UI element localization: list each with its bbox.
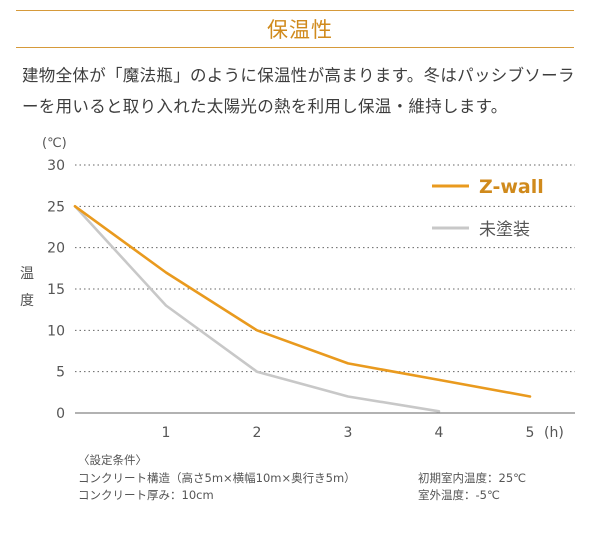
- y-axis-label: 温: [20, 266, 34, 282]
- condition-structure: コンクリート構造（高さ5m×横幅10m×奥行き5m）: [78, 470, 356, 485]
- y-tick-label: 15: [47, 282, 65, 298]
- conditions-block: 〈設定条件〉 コンクリート構造（高さ5m×横幅10m×奥行き5m） 初期室内温度…: [78, 452, 578, 505]
- x-tick-label: 3: [344, 425, 353, 441]
- y-tick-label: 5: [56, 365, 65, 381]
- series-line-0: [73, 205, 532, 398]
- title-bottom-rule: [16, 47, 574, 48]
- series-line-1: [73, 205, 441, 413]
- x-tick-label: 1: [162, 425, 171, 441]
- title-top-rule: [16, 10, 574, 11]
- condition-initial-temp: 初期室内温度：25℃: [418, 470, 527, 485]
- legend-label-0: Z-wall: [479, 176, 544, 198]
- description-text: 建物全体が「魔法瓶」のように保温性が高まります。冬はパッシブソーラーを用いると取…: [22, 66, 575, 116]
- y-tick-label: 10: [47, 323, 65, 339]
- y-tick-label: 25: [47, 199, 65, 215]
- x-tick-label: 2: [253, 425, 262, 441]
- y-axis-label: 度: [20, 293, 34, 309]
- condition-thickness: コンクリート厚み：10cm: [78, 488, 214, 502]
- temperature-chart: 0 5 10 15 20 25 30 (℃) 温度 1 2 3 4 5 (h) Z-wall 未塗装: [20, 136, 575, 441]
- y-unit-label: (℃): [42, 136, 67, 151]
- condition-outdoor-temp: 室外温度：-5℃: [418, 488, 500, 502]
- legend-label-1: 未塗装: [479, 219, 530, 240]
- y-tick-label: 30: [47, 158, 65, 174]
- y-tick-label: 20: [47, 241, 65, 257]
- x-tick-label: 5: [526, 425, 535, 441]
- x-tick-label: 4: [435, 425, 444, 441]
- x-unit-label: (h): [544, 425, 564, 441]
- page-title: 保温性: [267, 18, 333, 42]
- y-tick-label: 0: [56, 406, 65, 422]
- conditions-heading: 〈設定条件〉: [78, 453, 147, 467]
